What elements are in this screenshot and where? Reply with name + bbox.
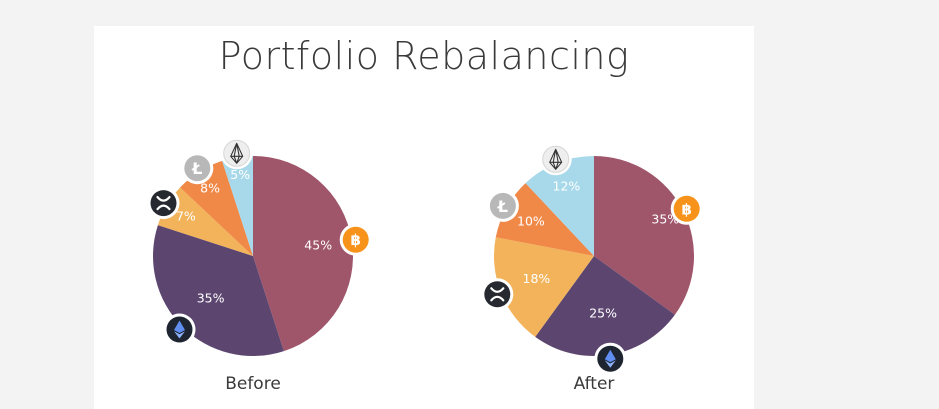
slice-eos [525,156,594,256]
percent-label-ripple: 18% [523,271,551,286]
percent-label-ethereum: 35% [197,290,225,305]
chart-caption-before: Before [225,374,281,394]
ripple-icon [147,187,180,220]
chart-caption-after: After [574,374,615,394]
slice-eos [222,156,253,256]
slice-litecoin [495,183,594,256]
litecoin-icon: Ł [181,152,214,185]
slice-bitcoin [594,156,694,315]
chart-card: Portfolio Rebalancing 45% 35% 7% 8% 5% ฿ Ł Befo… [94,26,754,409]
eos-icon [539,143,572,176]
slice-ethereum [535,256,675,356]
percent-label-bitcoin: 45% [304,238,332,253]
svg-text:฿: ฿ [681,200,691,218]
ethereum-icon [594,342,627,375]
ripple-icon [481,278,514,311]
chart-title: Portfolio Rebalancing [218,34,630,78]
percent-label-litecoin: 8% [200,181,220,196]
eos-icon [220,137,253,170]
pie-chart-before: 45% 35% 7% 8% 5% ฿ Ł Before [147,137,372,394]
slice-ripple [493,237,594,337]
svg-text:Ł: Ł [497,197,508,216]
slice-ripple [157,187,253,256]
percent-label-ethereum: 25% [589,305,617,320]
bitcoin-icon: ฿ [670,192,703,225]
percent-label-eos: 5% [230,167,250,182]
percent-label-eos: 12% [553,178,581,193]
litecoin-icon: Ł [486,189,519,222]
slice-litecoin [180,160,253,256]
svg-text:฿: ฿ [350,231,360,249]
slice-bitcoin [253,156,354,352]
percent-label-ripple: 7% [176,208,196,223]
percent-label-litecoin: 10% [517,213,545,228]
ethereum-icon [163,313,196,346]
svg-text:Ł: Ł [191,159,202,178]
bitcoin-icon: ฿ [339,223,372,256]
